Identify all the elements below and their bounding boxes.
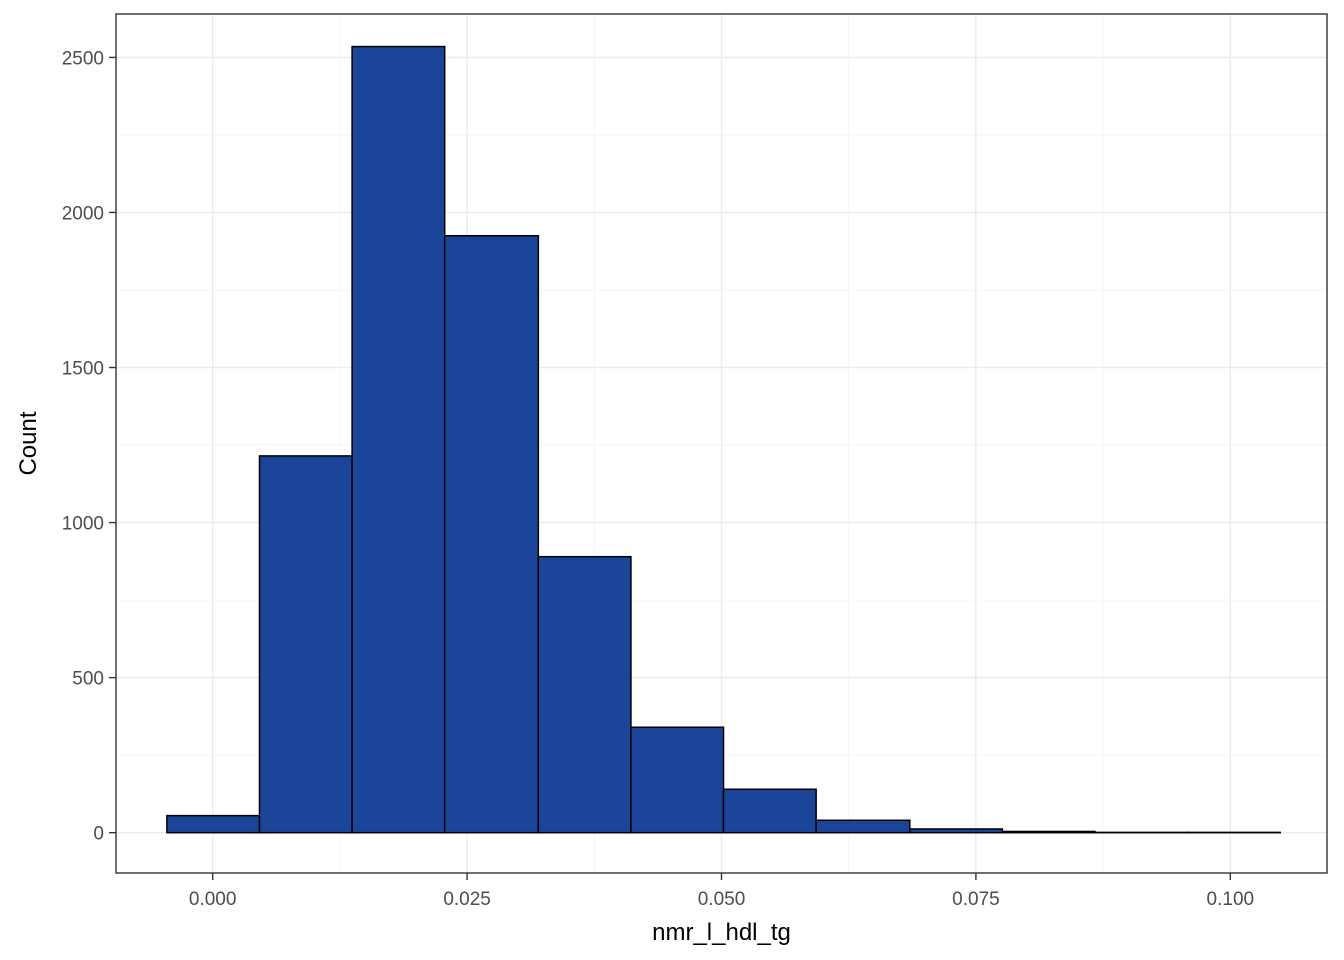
histogram-bar-6 bbox=[722, 788, 817, 834]
x-axis-title: nmr_l_hdl_tg bbox=[652, 919, 791, 946]
histogram-bar-5 bbox=[630, 726, 725, 834]
histogram-bar-9 bbox=[1001, 830, 1096, 834]
y-axis-title: Count bbox=[15, 411, 42, 475]
y-tick-label: 1000 bbox=[62, 514, 104, 535]
y-tick-label: 500 bbox=[72, 669, 104, 690]
histogram-bar-1 bbox=[258, 455, 353, 834]
histogram-bar-7 bbox=[815, 819, 911, 834]
x-tick-label: 0.100 bbox=[1207, 889, 1255, 910]
y-tick-label: 1500 bbox=[62, 359, 104, 380]
x-tick-label: 0.025 bbox=[443, 889, 491, 910]
histogram-bar-2 bbox=[351, 45, 446, 834]
y-axis: 0 500 1000 1500 2000 2500 bbox=[62, 48, 116, 845]
histogram-bar-8 bbox=[909, 828, 1004, 834]
histogram-bar-4 bbox=[537, 555, 632, 834]
histogram-bar-3 bbox=[443, 234, 540, 834]
x-tick-label: 0.075 bbox=[952, 889, 1000, 910]
histogram-bar-0 bbox=[166, 814, 261, 834]
y-tick-label: 2000 bbox=[62, 203, 104, 224]
y-tick-label: 2500 bbox=[62, 48, 104, 69]
x-tick-label: 0.050 bbox=[698, 889, 746, 910]
x-axis: 0.000 0.025 0.050 0.075 0.100 bbox=[189, 873, 1254, 910]
x-tick-label: 0.000 bbox=[189, 889, 237, 910]
y-tick-label: 0 bbox=[93, 824, 104, 845]
histogram-bars bbox=[166, 45, 1281, 834]
